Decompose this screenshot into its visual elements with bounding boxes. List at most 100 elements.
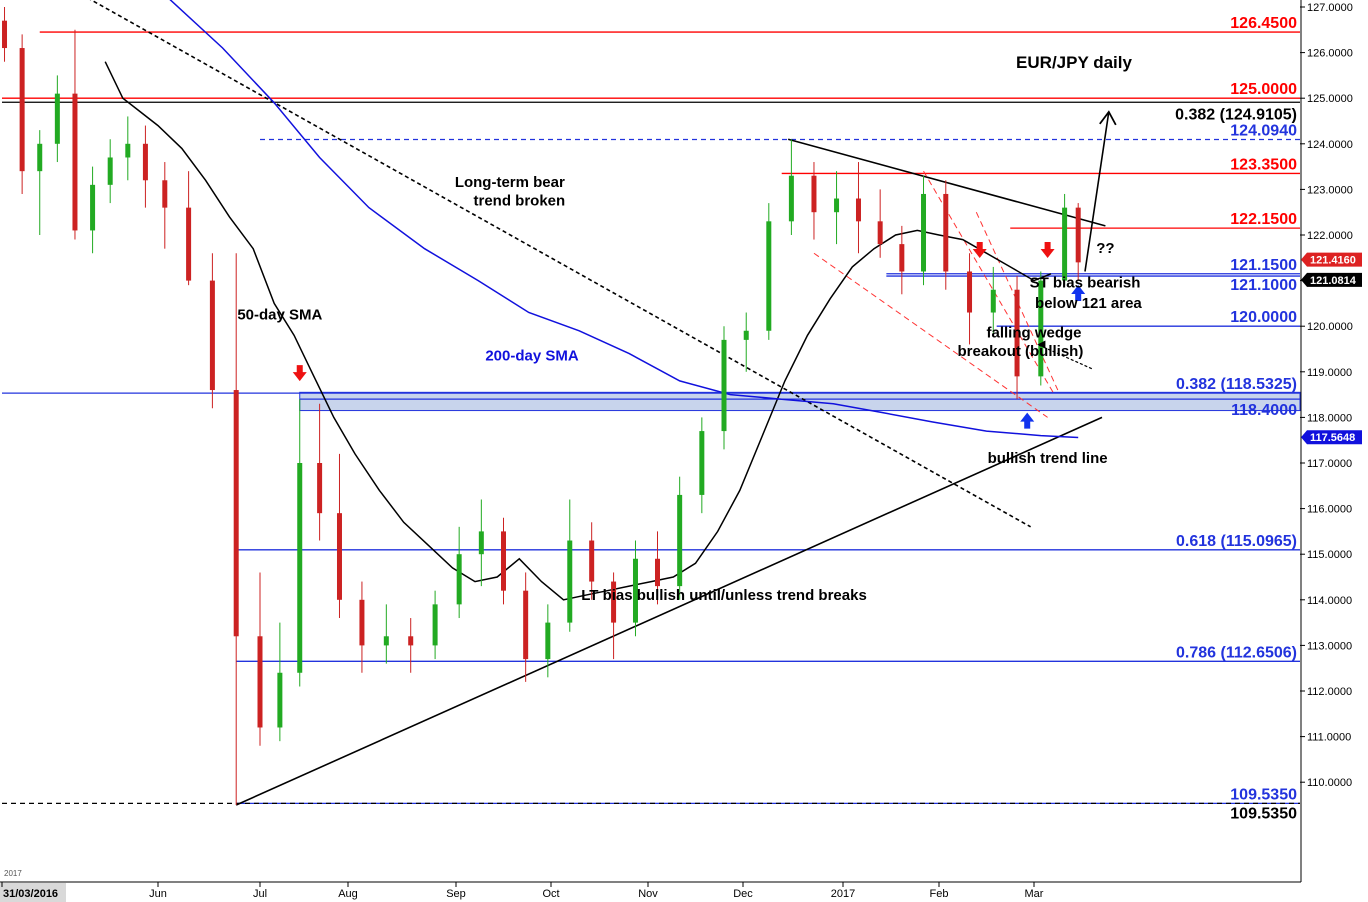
candle-body [125,143,131,158]
x-tick-label: Oct [542,888,559,900]
corner-label: 2017 [4,869,22,878]
candle-body [877,221,883,245]
level-label: 122.1500 [1230,211,1297,228]
candle-body [677,494,683,587]
candle-body [257,636,263,728]
y-tick-label: 111.0000 [1307,732,1351,744]
candle-body [1075,207,1081,263]
horizontal-levels: 126.4500 125.0000 0.382 (124.9105)124.0940… [2,15,1300,822]
candle-body [967,271,973,313]
level-label: 123.3500 [1230,156,1297,173]
down-arrow-icon [1040,241,1055,258]
x-tick-label: 31/03/2016 [3,888,58,900]
level-label: 109.5350 [1230,786,1297,803]
chart-title: EUR/JPY daily [1016,53,1132,72]
candle-body [766,221,772,331]
annotation-text: ST bias bearish [1030,274,1141,291]
y-tick-label: 126.0000 [1307,48,1353,60]
level-label: 0.786 (112.6506) [1176,644,1297,661]
x-tick-label: Mar [1025,888,1044,900]
x-tick-label: Sep [446,888,466,900]
level-label: 124.0940 [1230,123,1297,140]
candle-body [142,143,148,181]
candle-body [1038,280,1044,377]
candle-body [811,175,817,213]
candle-body [788,175,794,222]
candle-body [478,531,484,555]
annotation-text: bullish trend line [988,450,1108,467]
candle-body [317,463,323,514]
sma-line [169,0,1079,439]
candle-body [943,193,949,272]
price-tag-label: 121.4160 [1310,255,1356,267]
annotation-text: 200-day SMA [485,347,579,364]
level-label: 109.5350 [1230,805,1297,822]
y-tick-label: 119.0000 [1307,367,1352,379]
level-label: 118.4000 [1231,402,1297,419]
y-tick-label: 116.0000 [1307,504,1352,516]
candle-body [567,540,573,623]
y-tick-label: 124.0000 [1307,139,1353,151]
up-arrow-icon [1071,285,1086,301]
level-label: 121.1000 [1230,277,1297,294]
candle-body [1062,207,1068,281]
candle-body [383,636,389,646]
candle-body [855,198,861,222]
candle-body [990,289,996,313]
projection-arrowhead [1099,110,1117,126]
candle-body [19,48,25,172]
candle-body [54,93,60,144]
y-tick-label: 113.0000 [1307,640,1352,652]
y-tick-label: 115.0000 [1307,549,1352,561]
annotation-text: Long-term bear [455,174,565,191]
x-tick-label: 2017 [831,888,855,900]
candle-body [899,244,905,272]
up-arrow-icon [1020,412,1035,429]
y-tick-label: 120.0000 [1307,321,1353,333]
trend-lines [89,0,1117,806]
trend-line [1084,111,1110,272]
x-tick-label: Feb [930,888,949,900]
candle-body [721,339,727,432]
y-tick-label: 118.0000 [1307,412,1352,424]
level-label: 121.1500 [1230,257,1297,274]
sma-line [104,61,1052,601]
candle-body [209,280,215,391]
level-label: 0.382 (118.5325) [1176,376,1297,393]
moving-averages [104,0,1079,601]
candle-body [336,513,342,600]
x-tick-label: Jun [149,888,167,900]
x-tick-label: Dec [733,888,753,900]
y-tick-label: 122.0000 [1307,230,1353,242]
trend-line [235,416,1103,806]
candle-body [72,93,78,231]
annotation-text: LT bias bullish until/unless trend break… [581,587,867,604]
trend-line [813,252,1048,418]
price-tag-label: 121.0814 [1310,275,1357,287]
annotation-text: below 121 area [1035,295,1142,312]
x-tick-label: Nov [638,888,658,900]
candle-body [523,590,529,660]
y-tick-label: 114.0000 [1307,595,1352,607]
price-tag-box [1301,252,1362,267]
candle-body [1014,289,1020,377]
candle-body [632,558,638,623]
candle-body [589,540,595,582]
candle-body [107,157,113,185]
candle-body [834,198,840,213]
corner-box [0,883,66,902]
x-axis: 31/03/2016 Jun Jul Aug Sep Oct Nov Dec 2017 Feb Ma… [1,882,1044,900]
candle-body [611,581,617,623]
y-axis: 110.0000 111.0000 112.0000 113.0000 114.0000… [1300,2,1353,789]
price-tags: 121.4160 121.0814 117.5648 [1301,252,1362,445]
candle-body [297,463,303,673]
candle-body [2,20,8,49]
level-label: 0.618 (115.0965) [1176,533,1297,550]
y-tick-label: 117.0000 [1307,458,1352,470]
price-tag-label: 117.5648 [1310,432,1355,444]
candle-body [90,184,96,231]
candle-body [359,599,365,646]
annotation-text: 50-day SMA [237,306,322,323]
